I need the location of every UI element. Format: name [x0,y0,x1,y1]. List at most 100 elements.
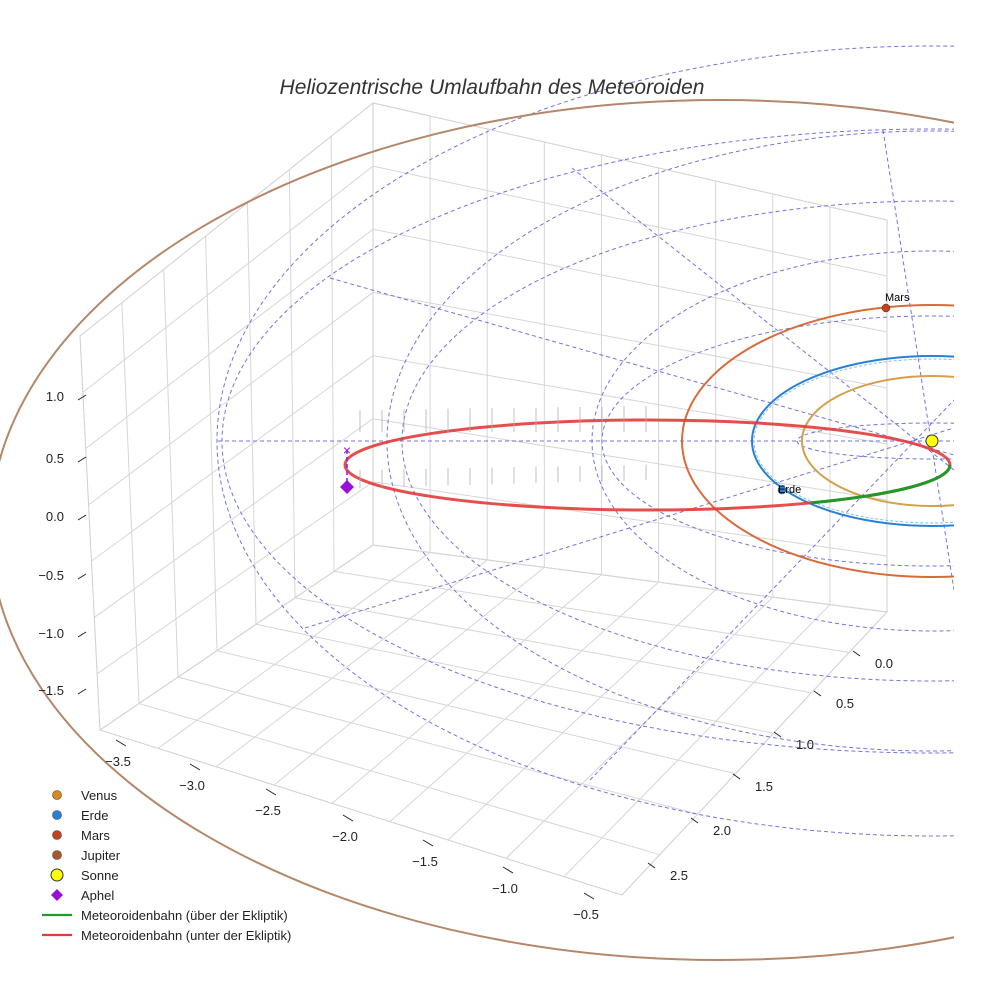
grid-line [333,570,850,653]
mars-marker [881,303,891,313]
legend-marker [52,830,62,840]
earth-label: Erde [778,484,801,496]
grid-line [372,102,888,221]
y-tick-mark [647,862,656,869]
legend-item: Aphel [51,888,114,903]
x-tick-mark [422,839,434,847]
z-tick-label: −1.5 [38,683,64,698]
y-tick-label: 1.5 [755,779,773,794]
legend-item: Meteoroidenbahn (über der Ekliptik) [42,908,288,923]
legend-marker [50,868,64,882]
z-tick-label: 1.0 [46,389,64,404]
legend-marker [51,889,63,901]
y-tick-mark [813,690,822,697]
y-tick-mark [773,731,782,738]
earth-orbit [751,355,954,527]
x-tick-label: −2.0 [332,829,358,844]
legend-item: Jupiter [52,848,121,863]
legend-label: Jupiter [81,848,121,863]
pane-grid [79,101,889,896]
x-tick-mark [265,788,277,796]
x-tick-label: −2.5 [255,803,281,818]
x-tick-label: −3.5 [105,754,131,769]
legend-item: Erde [52,808,108,823]
grid-line [372,355,888,445]
grid-line [205,236,218,651]
guide-line [589,399,954,781]
guide-line [304,427,954,629]
aphel-projection-marker: × [343,442,351,458]
grid-line [330,136,335,572]
legend-marker [52,850,62,860]
x-tick-label: −3.0 [179,778,205,793]
z-tick-mark [77,631,87,638]
z-tick-mark [77,394,87,401]
legend-item: Mars [52,828,110,843]
legend-marker [52,810,62,820]
guide-line [329,277,954,456]
z-tick-label: 0.5 [46,451,64,466]
aphel-marker [340,480,354,494]
legend-label: Aphel [81,888,114,903]
grid-line [389,581,659,823]
grid-line [93,418,374,618]
z-tick-mark [77,456,87,463]
grid-line [99,544,374,731]
y-tick-mark [732,773,741,780]
mars-orbit [681,304,954,578]
legend-marker [52,790,62,800]
legend-label: Venus [81,788,118,803]
grid-line [163,269,179,678]
y-tick-label: 2.5 [670,868,688,883]
z-tick-mark [77,573,87,580]
y-tick-label: 1.0 [796,737,814,752]
guide-line [882,129,954,591]
legend-label: Meteoroidenbahn (unter der Ekliptik) [81,928,291,943]
x-tick-mark [115,739,127,747]
grid-line [246,202,257,625]
grid-line [288,169,296,598]
z-tick-mark [77,688,87,695]
grid-line [138,703,660,856]
grid-line [372,228,888,333]
left-pane-border [79,101,374,731]
mars-label: Mars [885,292,910,304]
venus-orbit [801,375,954,507]
x-tick-mark [189,763,201,771]
guide-ellipse [386,130,954,752]
orbit-layer: × Mars Erde [0,45,954,961]
grid-line [96,481,374,675]
sun-marker [925,434,939,448]
jupiter-orbit [0,99,954,961]
grid-line [82,165,374,393]
z-tick-label: 0.0 [46,509,64,524]
right-pane-border [372,102,888,613]
grid-line [85,228,374,449]
grid-line [216,650,736,775]
grid-line [88,292,374,506]
grid-line [215,559,488,768]
grid-line [157,552,431,749]
z-tick-mark [77,514,87,521]
grid-line [372,418,888,501]
grid-line [447,589,717,841]
grid-line [177,676,698,815]
grid-line [255,623,774,734]
grid-line [273,566,545,786]
grid-line [372,544,888,613]
legend-item: Sonne [50,868,119,883]
x-tick-label: −1.5 [412,854,438,869]
legend-item: Venus [52,788,118,803]
grid-line [91,355,374,562]
grid-line [121,302,140,704]
legend-label: Mars [81,828,110,843]
axis-ticks: 1.0 0.5 0.0 −0.5 −1.0 −1.5 −3.5 −3.0 −2.5 −2.0 −1.… [38,389,893,922]
legend: Venus Erde Mars Jupiter Sonne Aphel Meteoroide… [42,788,291,943]
x-tick-mark [502,866,514,874]
y-tick-label: 0.0 [875,656,893,671]
x-tick-label: −1.0 [492,881,518,896]
y-tick-label: 0.5 [836,696,854,711]
y-tick-mark [852,650,861,657]
y-tick-label: 2.0 [713,823,731,838]
